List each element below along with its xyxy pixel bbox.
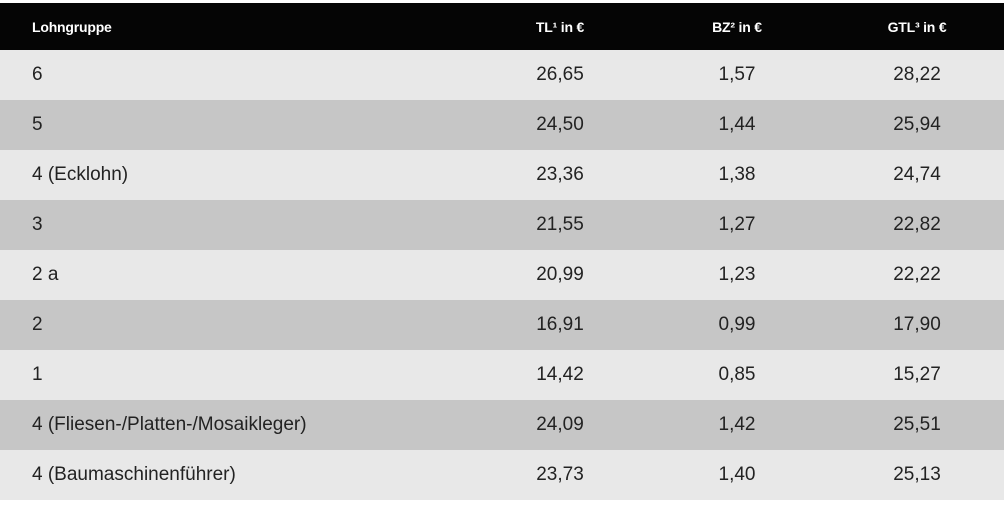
cell-gtl: 22,22	[893, 264, 941, 285]
cell-tl: 14,42	[536, 364, 584, 385]
table-header: Lohngruppe TL¹ in € BZ² in € GTL³ in €	[0, 3, 1004, 50]
table-row: 6 26,65 1,57 28,22	[0, 50, 1004, 100]
cell-tl: 24,09	[536, 414, 584, 435]
table-row: 2 16,91 0,99 17,90	[0, 300, 1004, 350]
cell-tl: 24,50	[536, 114, 584, 135]
header-bz: BZ² in €	[712, 18, 762, 35]
cell-gtl: 25,51	[893, 414, 941, 435]
cell-lohngruppe: 2	[32, 314, 43, 335]
table-row: 1 14,42 0,85 15,27	[0, 350, 1004, 400]
cell-tl: 23,36	[536, 164, 584, 185]
cell-gtl: 22,82	[893, 214, 941, 235]
cell-lohngruppe: 5	[32, 114, 43, 135]
cell-lohngruppe: 4 (Fliesen-/Platten-/Mosaikleger)	[32, 414, 307, 435]
cell-gtl: 17,90	[893, 314, 941, 335]
cell-tl: 26,65	[536, 64, 584, 85]
cell-bz: 0,85	[718, 364, 756, 385]
cell-bz: 1,38	[718, 164, 756, 185]
table-row: 3 21,55 1,27 22,82	[0, 200, 1004, 250]
cell-tl: 21,55	[536, 214, 584, 235]
table-row: 4 (Fliesen-/Platten-/Mosaikleger) 24,09 …	[0, 400, 1004, 450]
cell-lohngruppe: 4 (Ecklohn)	[32, 164, 129, 185]
cell-lohngruppe: 1	[32, 364, 43, 385]
cell-bz: 1,42	[718, 414, 756, 435]
header-gtl: GTL³ in €	[887, 18, 947, 35]
header-tl: TL¹ in €	[535, 18, 585, 35]
table-row: 4 (Baumaschinenführer) 23,73 1,40 25,13	[0, 450, 1004, 500]
cell-bz: 0,99	[718, 314, 756, 335]
cell-gtl: 24,74	[893, 164, 941, 185]
table-row: 4 (Ecklohn) 23,36 1,38 24,74	[0, 150, 1004, 200]
header-lohngruppe: Lohngruppe	[32, 18, 112, 35]
cell-bz: 1,40	[718, 464, 756, 485]
cell-bz: 1,44	[718, 114, 756, 135]
cell-gtl: 28,22	[893, 64, 941, 85]
cell-bz: 1,23	[718, 264, 756, 285]
cell-gtl: 25,13	[893, 464, 941, 485]
cell-tl: 23,73	[536, 464, 584, 485]
cell-lohngruppe: 4 (Baumaschinenführer)	[32, 464, 236, 485]
cell-tl: 20,99	[536, 264, 584, 285]
cell-tl: 16,91	[536, 314, 584, 335]
cell-lohngruppe: 6	[32, 64, 43, 85]
table-row: 5 24,50 1,44 25,94	[0, 100, 1004, 150]
cell-lohngruppe: 3	[32, 214, 43, 235]
cell-gtl: 25,94	[893, 114, 941, 135]
cell-lohngruppe: 2 a	[32, 264, 59, 285]
cell-gtl: 15,27	[893, 364, 941, 385]
cell-bz: 1,57	[718, 64, 756, 85]
cell-bz: 1,27	[718, 214, 756, 235]
table-row: 2 a 20,99 1,23 22,22	[0, 250, 1004, 300]
